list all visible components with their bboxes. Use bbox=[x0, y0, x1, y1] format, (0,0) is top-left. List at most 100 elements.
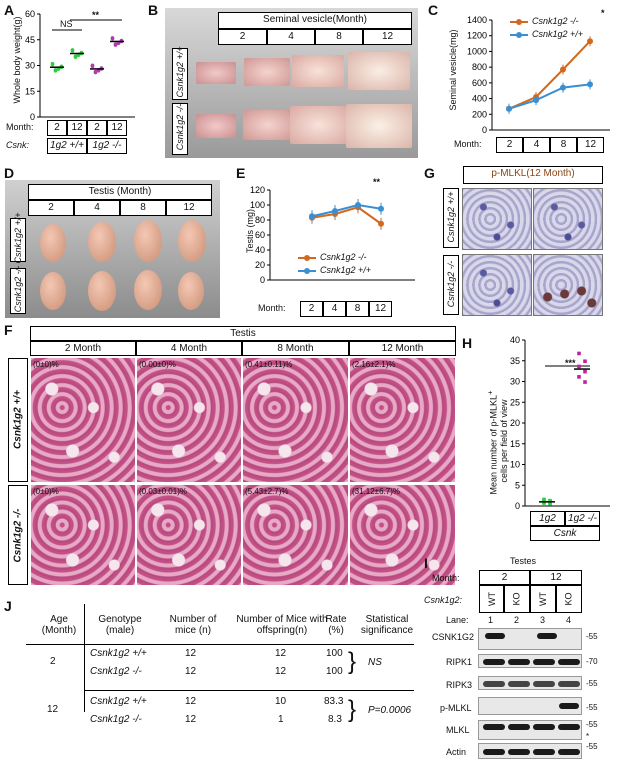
blot-ripk3-label: RIPK3 bbox=[446, 680, 473, 690]
y-tick-label: 120 bbox=[250, 185, 265, 195]
data-point bbox=[587, 38, 593, 45]
th-genotype: Genotype (male) bbox=[98, 614, 142, 636]
panel-h-chart: 0 5 10 15 20 25 30 35 40 bbox=[510, 335, 610, 511]
bracket-12: } bbox=[348, 696, 357, 723]
band bbox=[558, 749, 580, 755]
panel-e-chart: 0 20 40 60 80 100 120 bbox=[250, 185, 415, 285]
panel-f-row-wt-box bbox=[8, 358, 28, 482]
panel-a-month-1: 2 bbox=[47, 120, 67, 136]
data-point bbox=[96, 68, 101, 73]
panel-i-month-2: 12 bbox=[530, 570, 582, 585]
band bbox=[483, 724, 505, 730]
data-point bbox=[93, 70, 98, 75]
panel-f-month-4: 12 Month bbox=[349, 341, 456, 356]
data-point bbox=[50, 62, 55, 67]
data-point bbox=[76, 53, 81, 58]
data-point bbox=[577, 364, 581, 369]
row4-n: 12 bbox=[185, 714, 197, 725]
series-line bbox=[311, 206, 382, 225]
band bbox=[485, 633, 505, 639]
panel-b-row-ko-box bbox=[172, 103, 188, 155]
y-tick-label: 0 bbox=[515, 501, 520, 511]
y-tick-label: 1000 bbox=[467, 46, 487, 56]
seminal-vesicle-wt-8 bbox=[292, 55, 344, 87]
panel-e-letter: E bbox=[236, 165, 246, 181]
row1-rate: 100 bbox=[326, 648, 343, 659]
panel-e-sig: ** bbox=[373, 177, 381, 187]
panel-f-row-ko-box bbox=[8, 485, 28, 585]
seminal-vesicle-wt-4 bbox=[244, 58, 290, 86]
histology-ko-2 bbox=[30, 484, 136, 586]
y-tick-label: 600 bbox=[472, 78, 487, 88]
panel-b-month-1: 2 bbox=[218, 29, 267, 45]
y-tick-label: 100 bbox=[250, 200, 265, 210]
band bbox=[508, 749, 530, 755]
panel-d-letter: D bbox=[4, 165, 15, 181]
header-divider bbox=[26, 644, 414, 645]
lane-2: 2 bbox=[514, 615, 520, 625]
panel-i-geno-1: WT bbox=[479, 585, 504, 613]
row3-genotype: Csnk1g2 +/+ bbox=[90, 696, 147, 707]
panel-b-month-4: 12 bbox=[363, 29, 412, 45]
y-tick-label: 800 bbox=[472, 62, 487, 72]
pct-ko-12: (31.12±6.7)% bbox=[352, 487, 400, 496]
data-point bbox=[53, 69, 58, 73]
blot-ripk1-label: RIPK1 bbox=[446, 657, 473, 667]
panel-a-month-2: 12 bbox=[67, 120, 87, 136]
data-point bbox=[583, 380, 587, 384]
panel-d-month-2: 4 bbox=[74, 200, 120, 216]
seminal-vesicle-ko-4 bbox=[243, 110, 293, 140]
panel-c-legend-ko: Csnk1g2 -/- bbox=[532, 16, 579, 26]
panel-e-month-2: 4 bbox=[323, 301, 346, 317]
y-tick-label: 80 bbox=[255, 215, 265, 225]
row3-n: 12 bbox=[185, 696, 197, 707]
lane-4: 4 bbox=[566, 615, 572, 625]
testis-ko-8 bbox=[134, 270, 162, 310]
y-tick-label: 5 bbox=[515, 480, 520, 490]
panel-h-sig: *** bbox=[565, 358, 576, 368]
data-point bbox=[110, 36, 115, 41]
panel-f-row-ko: Csnk1g2 -/- bbox=[12, 508, 24, 563]
panel-a-csnk-label: Csnk: bbox=[6, 140, 29, 150]
panel-i-lane-label: Lane: bbox=[446, 615, 469, 625]
testis-ko-12 bbox=[178, 272, 204, 310]
lane-3: 3 bbox=[540, 615, 546, 625]
data-point bbox=[583, 359, 587, 364]
pct-wt-2: (0±0)% bbox=[33, 360, 59, 369]
ihc-wt-highmag bbox=[533, 188, 603, 250]
seminal-vesicle-ko-8 bbox=[290, 106, 348, 144]
panel-g-row-wt-box bbox=[443, 188, 459, 248]
panel-c-legend bbox=[510, 19, 528, 38]
panel-b-row-wt: Csnk1g2 +/+ bbox=[175, 46, 185, 98]
panel-f-row-wt: Csnk1g2 +/+ bbox=[12, 390, 24, 449]
band bbox=[533, 659, 555, 665]
row1-offspring: 12 bbox=[275, 648, 287, 659]
panel-i-geno-3: WT bbox=[530, 585, 556, 613]
data-point bbox=[587, 81, 593, 88]
band bbox=[483, 681, 505, 687]
band bbox=[558, 659, 580, 665]
series-line bbox=[508, 40, 591, 110]
data-point bbox=[113, 43, 118, 47]
panel-e-legend-ko: Csnk1g2 -/- bbox=[320, 252, 367, 262]
panel-i-geno-1-text: WT bbox=[486, 592, 497, 606]
row1-genotype: Csnk1g2 +/+ bbox=[90, 648, 147, 659]
panel-b-row-wt-box bbox=[172, 48, 188, 100]
age-divider bbox=[84, 604, 85, 712]
row1-age: 2 bbox=[50, 656, 56, 667]
y-tick-label: 400 bbox=[472, 94, 487, 104]
data-point bbox=[378, 205, 384, 212]
data-point bbox=[560, 66, 566, 73]
panel-a-geno-1: 1g2 +/+ bbox=[47, 138, 87, 154]
pct-ko-8: (5.43±2.7)% bbox=[245, 487, 289, 496]
y-tick-label: 30 bbox=[25, 61, 35, 71]
panel-c-month-3: 8 bbox=[550, 137, 577, 153]
testis-wt-8 bbox=[134, 220, 162, 262]
blot-ripk1 bbox=[478, 654, 582, 668]
data-point bbox=[577, 375, 581, 379]
band bbox=[483, 749, 505, 755]
panel-a-sig: ** bbox=[92, 10, 100, 20]
blot-csnk1g2-mw: -55 bbox=[586, 632, 598, 641]
histology-ko-8 bbox=[242, 484, 349, 586]
panel-h-group-1: 1g2 +/+ bbox=[530, 511, 565, 538]
